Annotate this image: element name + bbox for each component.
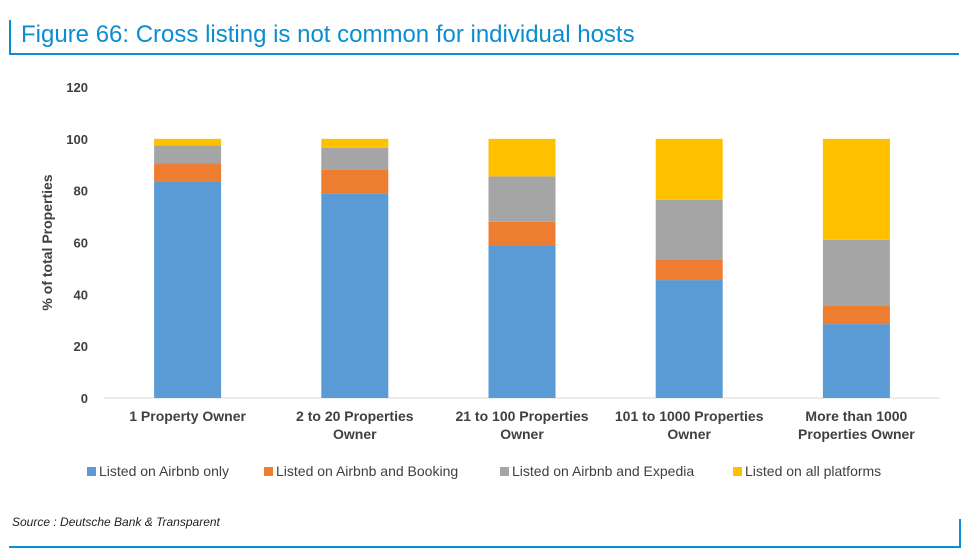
bar-segment — [154, 181, 222, 398]
bar-segment — [488, 221, 556, 246]
source-note: Source : Deutsche Bank & Transparent — [12, 515, 220, 529]
bar-segment — [321, 147, 389, 170]
y-axis-title: % of total Properties — [39, 174, 55, 310]
x-tick-label: Owner — [500, 426, 544, 442]
x-tick-label: Owner — [333, 426, 377, 442]
bar-segment — [154, 145, 222, 164]
title-underline — [9, 53, 959, 55]
y-tick-label: 40 — [74, 287, 88, 302]
x-tick-label: More than 1000 — [805, 408, 907, 424]
y-tick-label: 100 — [66, 132, 88, 147]
x-tick-label: 21 to 100 Properties — [455, 408, 588, 424]
x-tick-label: Properties Owner — [798, 426, 915, 442]
bar-segment — [488, 138, 556, 177]
legend-swatch — [733, 467, 742, 476]
title-accent-rule — [9, 20, 11, 54]
legend-label: Listed on all platforms — [745, 463, 881, 479]
x-tick-label: 101 to 1000 Properties — [615, 408, 764, 424]
legend-swatch — [264, 467, 273, 476]
bar-segment — [655, 259, 723, 281]
bar-segment — [822, 324, 890, 398]
bar-segment — [321, 138, 389, 148]
bar-segment — [154, 163, 222, 182]
bar-segment — [822, 305, 890, 325]
bar-segment — [655, 280, 723, 398]
bar-segment — [822, 138, 890, 240]
y-tick-label: 20 — [74, 339, 88, 354]
bar-segment — [822, 239, 890, 306]
stacked-bar-chart: 0 20 40 60 80 100 120 % of total Properties 1 Pr… — [39, 80, 940, 479]
footer-rule — [9, 546, 961, 548]
bar-segment — [321, 193, 389, 398]
legend-label: Listed on Airbnb only — [99, 463, 229, 479]
y-tick-label: 120 — [66, 80, 88, 95]
x-tick-label: Owner — [667, 426, 711, 442]
y-tick-label: 60 — [74, 236, 88, 251]
bar-segment — [655, 199, 723, 260]
y-tick-label: 80 — [74, 184, 88, 199]
bar-segment — [154, 138, 222, 146]
bar-segment — [488, 176, 556, 222]
bar-segment — [488, 245, 556, 398]
legend-label: Listed on Airbnb and Booking — [276, 463, 458, 479]
legend-swatch — [87, 467, 96, 476]
x-tick-label: 2 to 20 Properties — [296, 408, 414, 424]
bar-segment — [321, 169, 389, 194]
bar-segment — [655, 138, 723, 200]
footer-accent-rule — [959, 519, 961, 548]
figure-title: Figure 66: Cross listing is not common f… — [21, 21, 635, 48]
legend-label: Listed on Airbnb and Expedia — [512, 463, 694, 479]
figure-header: Figure 66: Cross listing is not common f… — [0, 6, 969, 55]
x-tick-label: 1 Property Owner — [129, 408, 246, 424]
y-tick-label: 0 — [81, 391, 88, 406]
legend-swatch — [500, 467, 509, 476]
